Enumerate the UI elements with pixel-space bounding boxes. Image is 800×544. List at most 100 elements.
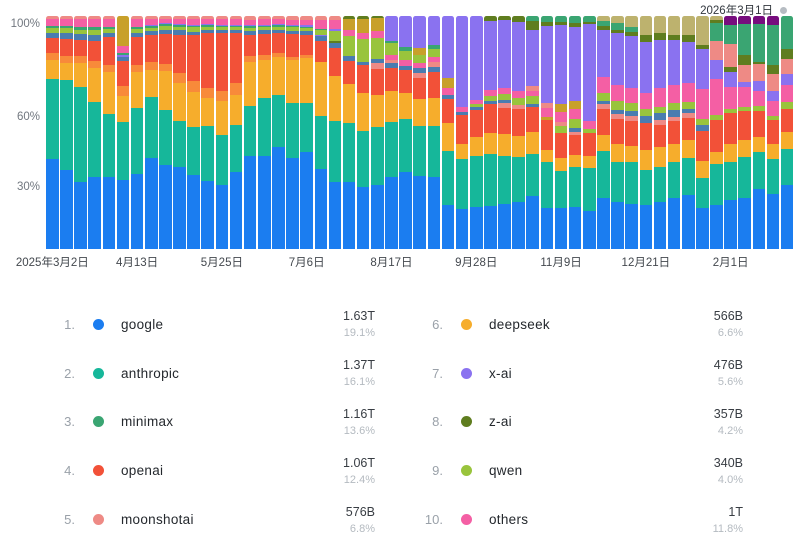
- bar-segment-orange-provider[interactable]: [60, 55, 73, 63]
- bar-segment-anthropic[interactable]: [597, 151, 610, 198]
- bar-segment-deepseek[interactable]: [243, 62, 257, 107]
- bar-segment-openai[interactable]: [300, 34, 313, 55]
- bar-segment-deepseek[interactable]: [526, 131, 540, 154]
- bar-segment-others[interactable]: [314, 19, 328, 29]
- bar-segment-others[interactable]: [498, 87, 511, 95]
- bar-segment-others[interactable]: [780, 85, 794, 102]
- stacked-bar[interactable]: [724, 16, 737, 249]
- bar-segment-steelblue-provider[interactable]: [526, 103, 540, 107]
- bar-segment-qwen[interactable]: [385, 43, 398, 55]
- bar-segment-z-ai[interactable]: [554, 21, 568, 25]
- bar-segment-anthropic[interactable]: [314, 116, 328, 170]
- bar-segment-others[interactable]: [512, 91, 525, 98]
- bar-segment-moonshotai[interactable]: [427, 62, 441, 68]
- bar-segment-qwen[interactable]: [328, 31, 342, 41]
- bar-segment-deepseek[interactable]: [116, 95, 130, 123]
- bar-segment-openai[interactable]: [116, 60, 130, 87]
- bar-segment-moonshotai[interactable]: [243, 16, 257, 20]
- bar-segment-google[interactable]: [46, 159, 59, 249]
- bar-segment-others[interactable]: [413, 63, 427, 69]
- bar-segment-steelblue-provider[interactable]: [611, 109, 624, 115]
- bar-segment-others[interactable]: [328, 19, 342, 29]
- bar-segment-others[interactable]: [187, 19, 200, 25]
- bar-segment-minimax[interactable]: [257, 25, 271, 28]
- stacked-bar[interactable]: [187, 16, 200, 249]
- bar-segment-steelblue-provider[interactable]: [342, 56, 356, 62]
- bar-segment-others[interactable]: [653, 88, 667, 107]
- bar-segment-x-ai[interactable]: [144, 24, 158, 26]
- bar-segment-qwen[interactable]: [356, 39, 370, 62]
- bar-segment-google[interactable]: [187, 175, 200, 249]
- bar-segment-minimax[interactable]: [88, 27, 101, 30]
- bar-segment-google[interactable]: [342, 182, 356, 249]
- bar-segment-deepseek[interactable]: [286, 60, 299, 104]
- bar-segment-qwen[interactable]: [469, 103, 483, 108]
- bar-segment-z-ai[interactable]: [639, 34, 653, 42]
- bar-segment-steelblue-provider[interactable]: [597, 100, 610, 105]
- bar-segment-google[interactable]: [173, 166, 186, 249]
- bar-segment-qwen[interactable]: [342, 35, 356, 57]
- bar-segment-minimax[interactable]: [597, 20, 610, 27]
- bar-segment-minimax[interactable]: [286, 26, 299, 28]
- bar-segment-others[interactable]: [696, 88, 709, 119]
- bar-segment-openai[interactable]: [625, 120, 638, 146]
- bar-segment-deepseek[interactable]: [342, 84, 356, 123]
- stacked-bar[interactable]: [215, 16, 229, 249]
- bar-segment-moonshotai[interactable]: [159, 16, 172, 19]
- bar-segment-others[interactable]: [738, 86, 752, 107]
- bar-segment-others[interactable]: [597, 76, 610, 93]
- bar-segment-mustard-provider[interactable]: [356, 18, 370, 34]
- bar-segment-openai[interactable]: [144, 35, 158, 62]
- bar-segment-moonshotai[interactable]: [229, 16, 243, 20]
- bar-segment-others[interactable]: [724, 86, 737, 109]
- bar-segment-steelblue-provider[interactable]: [300, 31, 313, 35]
- bar-segment-google[interactable]: [526, 196, 540, 249]
- bar-segment-minimax[interactable]: [724, 25, 737, 44]
- bar-segment-khaki-provider[interactable]: [696, 16, 709, 46]
- bar-segment-steelblue-provider[interactable]: [441, 95, 455, 99]
- bar-segment-anthropic[interactable]: [639, 169, 653, 205]
- bar-segment-moonshotai[interactable]: [46, 16, 59, 19]
- bar-segment-orange-provider[interactable]: [243, 56, 257, 63]
- stacked-bar[interactable]: [314, 16, 328, 249]
- stacked-bar[interactable]: [512, 16, 525, 249]
- stacked-bar[interactable]: [342, 16, 356, 249]
- bar-segment-qwen[interactable]: [74, 29, 87, 35]
- bar-segment-anthropic[interactable]: [710, 163, 723, 205]
- bar-segment-google[interactable]: [201, 181, 215, 249]
- bar-segment-others[interactable]: [102, 18, 116, 27]
- bar-segment-deepseek[interactable]: [625, 145, 638, 163]
- bar-segment-others[interactable]: [385, 55, 398, 60]
- bar-segment-orange-provider[interactable]: [116, 86, 130, 96]
- bar-segment-qwen[interactable]: [102, 29, 116, 33]
- bar-segment-deepseek[interactable]: [766, 143, 780, 159]
- bar-segment-google[interactable]: [710, 204, 723, 249]
- bar-segment-x-ai[interactable]: [300, 25, 313, 27]
- bar-segment-x-ai[interactable]: [469, 16, 483, 101]
- bar-segment-orange-provider[interactable]: [130, 65, 144, 73]
- bar-segment-minimax[interactable]: [74, 27, 87, 30]
- bar-segment-qwen[interactable]: [653, 106, 667, 114]
- bar-segment-openai[interactable]: [554, 132, 568, 158]
- bar-segment-anthropic[interactable]: [780, 148, 794, 186]
- bar-segment-others[interactable]: [625, 87, 638, 103]
- bar-segment-openai[interactable]: [60, 39, 73, 56]
- bar-segment-steelblue-provider[interactable]: [215, 30, 229, 34]
- bar-segment-z-ai[interactable]: [752, 61, 766, 65]
- bar-segment-steelblue-provider[interactable]: [173, 30, 186, 35]
- bar-segment-mustard-provider[interactable]: [441, 77, 455, 89]
- bar-segment-orange-provider[interactable]: [173, 73, 186, 83]
- bar-segment-qwen[interactable]: [526, 95, 540, 104]
- bar-segment-moonshotai[interactable]: [568, 131, 582, 136]
- bar-segment-moonshotai[interactable]: [667, 116, 681, 122]
- bar-segment-deepseek[interactable]: [667, 143, 681, 162]
- bar-segment-others[interactable]: [484, 89, 497, 96]
- stacked-bar[interactable]: [752, 16, 766, 249]
- stacked-bar[interactable]: [625, 16, 638, 249]
- bar-segment-moonshotai[interactable]: [710, 40, 723, 61]
- bar-segment-qwen[interactable]: [681, 101, 695, 109]
- bar-segment-x-ai[interactable]: [116, 55, 130, 57]
- stacked-bar[interactable]: [257, 16, 271, 249]
- bar-segment-minimax[interactable]: [625, 26, 638, 32]
- bar-segment-orange-provider[interactable]: [102, 65, 116, 73]
